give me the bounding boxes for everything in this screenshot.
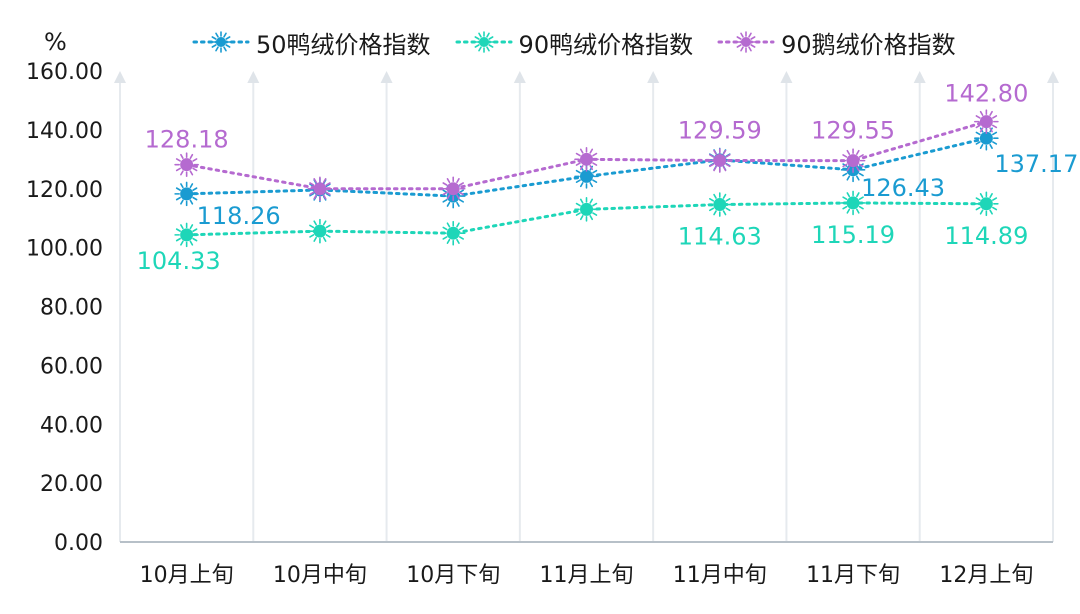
x-tick-label: 11月下旬 (806, 563, 900, 588)
data-point (440, 176, 466, 202)
data-point (840, 148, 866, 173)
data-label: 129.59 (678, 117, 762, 145)
data-point (174, 181, 199, 207)
data-label: 142.80 (944, 80, 1028, 108)
grid-arrow (647, 71, 660, 83)
grid-arrow (114, 71, 126, 83)
legend-marker (210, 31, 232, 53)
y-unit-label: % (44, 28, 67, 56)
grid-arrow (380, 71, 393, 83)
data-point (307, 218, 333, 244)
data-label: 114.89 (944, 222, 1028, 250)
x-tick-label: 10月上旬 (140, 563, 234, 588)
y-tick-label: 80.00 (40, 296, 103, 321)
grid-arrow (247, 71, 260, 83)
data-label: 118.26 (197, 202, 281, 230)
y-tick-label: 60.00 (40, 354, 103, 379)
legend-item-90-duck: 90鸭绒价格指数 (453, 25, 694, 60)
legend-marker (472, 31, 495, 53)
data-label: 126.43 (861, 174, 945, 202)
data-point (574, 197, 599, 222)
data-point (974, 109, 999, 134)
y-tick-label: 20.00 (40, 472, 103, 497)
legend-swatch-90-goose (717, 31, 775, 53)
y-tick-label: 120.00 (26, 178, 103, 203)
y-tick-label: 0.00 (54, 531, 103, 556)
y-tick-label: 40.00 (40, 413, 103, 438)
data-point (974, 125, 999, 151)
data-label: 115.19 (811, 221, 895, 249)
data-label: 128.18 (145, 126, 229, 154)
grid-arrow (1047, 71, 1059, 83)
data-point (307, 176, 333, 202)
data-point (974, 191, 999, 217)
data-point (574, 147, 599, 172)
data-label: 137.17 (994, 150, 1078, 178)
legend-label: 90鸭绒价格指数 (518, 30, 694, 59)
data-label: 104.33 (137, 247, 221, 275)
x-tick-label: 10月下旬 (406, 563, 500, 588)
x-tick-label: 11月上旬 (540, 563, 634, 588)
legend-swatch-90-duck (455, 31, 513, 53)
legend: 50鸭绒价格指数 90鸭绒价格指数 90鹅绒价格指数 (190, 25, 978, 60)
y-tick-label: 140.00 (26, 119, 103, 144)
y-tick-label: 100.00 (26, 237, 103, 262)
legend-item-50-duck: 50鸭绒价格指数 (190, 25, 431, 60)
y-tick-label: 160.00 (26, 60, 103, 85)
grid-arrow (913, 71, 926, 83)
x-tick-label: 11月中旬 (673, 563, 767, 588)
data-label: 114.63 (678, 223, 762, 251)
grid-arrow (513, 71, 526, 83)
data-point (174, 152, 199, 177)
data-point (840, 190, 866, 216)
data-point (707, 148, 733, 173)
data-point (440, 220, 466, 246)
legend-swatch-50-duck (192, 31, 250, 53)
legend-label: 50鸭绒价格指数 (256, 30, 431, 59)
legend-marker (735, 31, 757, 53)
legend-item-90-goose: 90鹅绒价格指数 (715, 25, 956, 60)
x-tick-label: 12月上旬 (939, 563, 1033, 588)
data-point (174, 222, 199, 248)
data-label: 129.55 (811, 117, 895, 145)
legend-label: 90鹅绒价格指数 (781, 30, 956, 59)
x-tick-label: 10月中旬 (273, 563, 367, 588)
data-point (707, 192, 733, 217)
grid-arrow (780, 71, 793, 83)
